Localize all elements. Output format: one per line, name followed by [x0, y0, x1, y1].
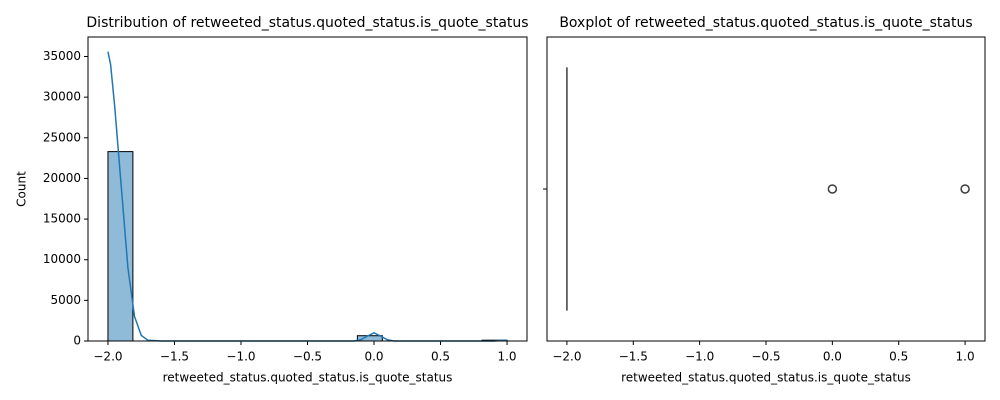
y-tick-label: 30000	[43, 90, 81, 104]
x-tick-label: −1.5	[619, 350, 648, 364]
outlier	[827, 184, 838, 194]
x-tick-label: −0.5	[293, 350, 322, 364]
outlier	[960, 184, 970, 194]
y-tick-label: 10000	[43, 252, 81, 266]
x-tick-label: −0.5	[751, 350, 780, 364]
y-tick-label: 0	[73, 334, 81, 348]
x-tick-label: −2.0	[93, 350, 122, 364]
x-tick-label: −1.0	[226, 350, 255, 364]
x-tick-label: 0.5	[431, 350, 450, 364]
kde-line	[107, 51, 508, 342]
x-tick-label: 0.0	[364, 350, 383, 364]
x-tick-label: 1.0	[497, 350, 516, 364]
x-axis-label: retweeted_status.quoted_status.is_quote_…	[163, 371, 453, 385]
y-tick-label: 15000	[43, 212, 81, 226]
y-tick-label: 20000	[43, 171, 81, 185]
x-tick-label: 0.0	[823, 350, 842, 364]
chart-title: Boxplot of retweeted_status.quoted_statu…	[559, 15, 972, 31]
x-tick-label: 1.0	[956, 350, 975, 364]
x-axis-label: retweeted_status.quoted_status.is_quote_…	[621, 371, 911, 385]
axes-frame	[546, 36, 986, 342]
y-tick-label: 25000	[43, 130, 81, 144]
x-tick-label: −2.0	[552, 350, 581, 364]
chart-title: Distribution of retweeted_status.quoted_…	[86, 15, 528, 31]
x-tick-label: 0.5	[889, 350, 908, 364]
y-tick-label: 35000	[43, 49, 81, 63]
x-tick-label: −1.0	[685, 350, 714, 364]
x-tick-label: −1.5	[160, 350, 189, 364]
y-axis-label: Count	[15, 171, 29, 207]
axes-frame	[87, 36, 528, 342]
y-tick-label: 5000	[50, 293, 81, 307]
